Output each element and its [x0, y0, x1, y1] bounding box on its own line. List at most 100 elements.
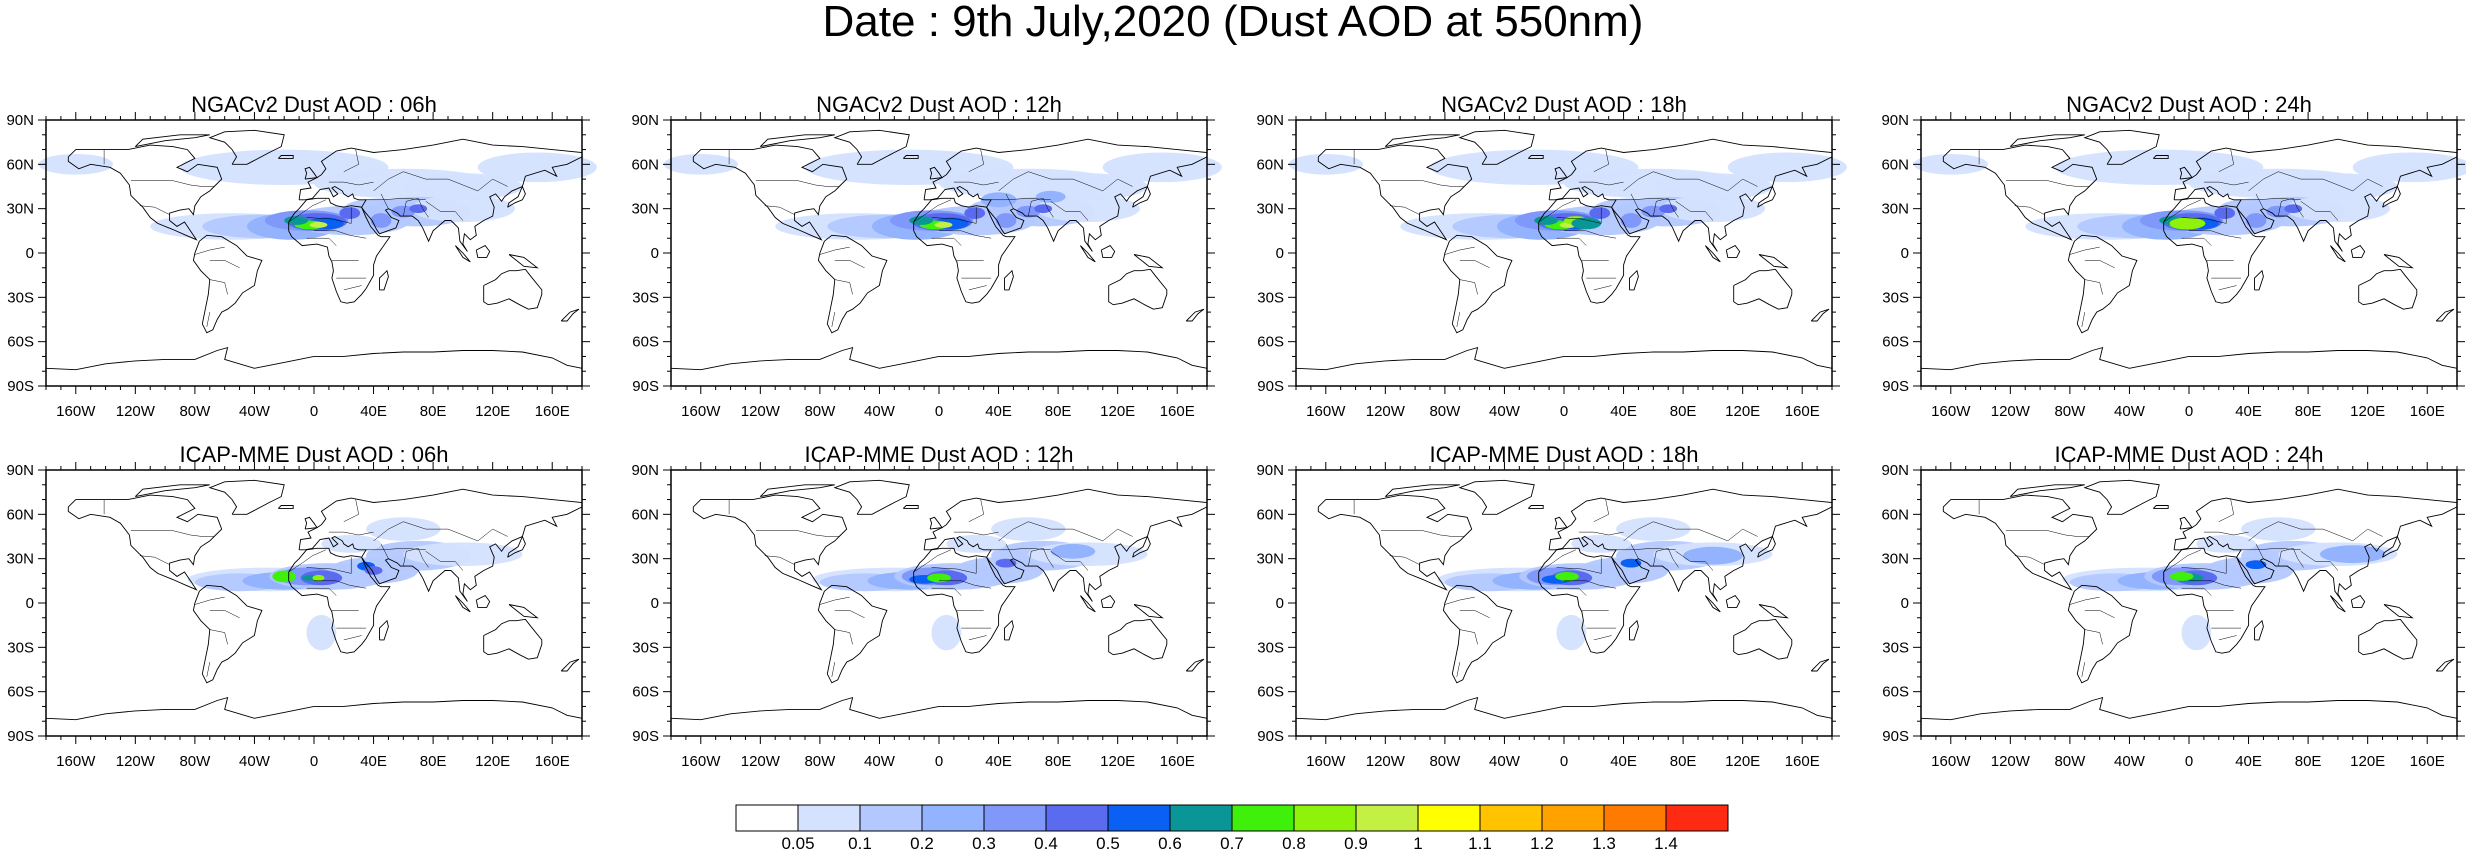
- lat-tick-label: 30S: [7, 289, 34, 306]
- country-borders: [728, 499, 1133, 677]
- lon-tick-label: 120W: [1991, 403, 2031, 420]
- aod-contour: [927, 573, 951, 583]
- aod-contour: [2284, 204, 2303, 214]
- lat-tick-label: 30S: [1882, 289, 1909, 306]
- lon-tick-label: 80E: [2295, 403, 2322, 420]
- lon-tick-label: 80E: [1670, 753, 1697, 770]
- lon-tick-label: 80W: [179, 753, 211, 770]
- map-panel: ICAP-MME Dust AOD : 12h 90N 60N 30N 0 30S 60S 9…: [625, 442, 1225, 772]
- coastlines: [45, 479, 583, 721]
- aod-contour: [934, 221, 953, 228]
- aod-contour: [1727, 152, 1847, 183]
- colorbar-legend: 0.05 0.1 0.2 0.3 0.4 0.5 0.6 0.7 0.8 0.9 1 1.1 1.2 1.…: [735, 804, 1729, 853]
- country-borders: [103, 149, 508, 327]
- aod-contour: [1035, 190, 1066, 203]
- lon-tick-label: 160E: [535, 753, 570, 770]
- aod-contour: [409, 204, 428, 214]
- aod-contour: [2214, 207, 2236, 219]
- map-panel: NGACv2 Dust AOD : 24h 90N 60N 30N 0 30S 60S 90S…: [1875, 92, 2466, 422]
- lon-tick-label: 120E: [475, 753, 510, 770]
- lon-tick-label: 160W: [56, 753, 96, 770]
- world-map: 90N 60N 30N 0 30S 60S 90S 160W 120W 80W 40W 0 40E 80E…: [1881, 112, 2466, 420]
- lon-tick-label: 160E: [1785, 753, 1820, 770]
- lon-tick-label: 40W: [864, 403, 896, 420]
- aod-contour: [1660, 195, 1765, 222]
- lon-tick-label: 80W: [2054, 753, 2086, 770]
- map-panel: NGACv2 Dust AOD : 12h 90N 60N 30N 0 30S 60S 90S…: [625, 92, 1225, 422]
- aod-contour: [1571, 217, 1602, 230]
- lat-tick-label: 90N: [1256, 462, 1284, 479]
- lat-tick-label: 0: [1901, 245, 1909, 262]
- lat-tick-label: 90S: [1257, 728, 1284, 745]
- colorbar-swatch: [859, 804, 923, 832]
- lat-tick-label: 90S: [1882, 378, 1909, 395]
- colorbar-swatch: [1107, 804, 1171, 832]
- aod-contour: [2245, 560, 2267, 569]
- country-borders: [1978, 499, 2383, 677]
- lon-tick-label: 120W: [116, 403, 156, 420]
- lat-tick-label: 90S: [632, 378, 659, 395]
- lat-tick-label: 60S: [632, 334, 659, 351]
- world-map: 90N 60N 30N 0 30S 60S 90S 160W 120W 80W 40W 0 40E 80E…: [631, 462, 1215, 770]
- lat-tick-label: 30N: [1881, 551, 1909, 568]
- lat-tick-label: 0: [1901, 595, 1909, 612]
- lat-tick-label: 30S: [1882, 639, 1909, 656]
- aod-contour: [1589, 207, 1611, 219]
- aod-contour: [964, 207, 986, 219]
- lon-tick-label: 120E: [2350, 403, 2385, 420]
- lat-tick-label: 90S: [7, 378, 34, 395]
- lat-tick-label: 60N: [631, 156, 659, 173]
- lat-tick-label: 60S: [1257, 334, 1284, 351]
- aod-contour: [410, 195, 515, 222]
- lat-tick-label: 30S: [1257, 639, 1284, 656]
- country-borders: [1353, 499, 1758, 677]
- colorbar-level-label: 1: [1413, 834, 1422, 853]
- aod-contour: [306, 614, 337, 651]
- country-borders: [1353, 149, 1758, 327]
- aod-contour: [339, 207, 361, 219]
- lon-tick-label: 160W: [1931, 403, 1971, 420]
- lon-tick-label: 0: [2185, 753, 2193, 770]
- aod-contour: [2196, 535, 2256, 553]
- lon-tick-label: 0: [310, 753, 318, 770]
- colorbar-level-label: 0.4: [1034, 834, 1058, 853]
- colorbar-level-label: 1.1: [1468, 834, 1492, 853]
- lon-tick-label: 80E: [1045, 753, 1072, 770]
- lon-tick-label: 120W: [1991, 753, 2031, 770]
- world-map: 90N 60N 30N 0 30S 60S 90S 160W 120W 80W 40W 0 40E 80E…: [6, 462, 590, 770]
- aod-contour: [284, 216, 308, 225]
- aod-contour: [946, 535, 1006, 553]
- lat-tick-label: 0: [1276, 245, 1284, 262]
- lat-tick-label: 30N: [1256, 201, 1284, 218]
- lon-tick-label: 160W: [1306, 753, 1346, 770]
- aod-contour: [1659, 204, 1678, 214]
- aod-contour: [2169, 572, 2194, 581]
- lon-tick-label: 120W: [116, 753, 156, 770]
- lat-tick-label: 0: [26, 245, 34, 262]
- lat-tick-label: 90N: [631, 112, 659, 129]
- lat-tick-label: 0: [1276, 595, 1284, 612]
- colorbar-level-label: 0.8: [1282, 834, 1306, 853]
- colorbar-swatch: [1169, 804, 1233, 832]
- lat-tick-label: 90N: [1256, 112, 1284, 129]
- lon-tick-label: 40W: [1489, 753, 1521, 770]
- colorbar-swatch: [735, 804, 799, 832]
- lon-tick-label: 80W: [179, 403, 211, 420]
- lon-tick-label: 40E: [360, 403, 387, 420]
- lon-tick-label: 80E: [1670, 403, 1697, 420]
- lon-tick-label: 160W: [681, 753, 721, 770]
- dust-aod-field: [38, 149, 597, 240]
- colorbar-swatch: [1541, 804, 1605, 832]
- aod-contour: [312, 574, 325, 581]
- aod-contour: [403, 173, 523, 200]
- lat-tick-label: 90S: [1882, 728, 1909, 745]
- world-map: 90N 60N 30N 0 30S 60S 90S 160W 120W 80W 40W 0 40E 80E…: [1256, 462, 1840, 770]
- lon-tick-label: 0: [935, 403, 943, 420]
- aod-contour: [1641, 205, 1666, 218]
- lat-tick-label: 60N: [6, 506, 34, 523]
- lat-tick-label: 30S: [632, 289, 659, 306]
- world-map: 90N 60N 30N 0 30S 60S 90S 160W 120W 80W 40W 0 40E 80E…: [6, 112, 597, 420]
- colorbar-swatch: [1355, 804, 1419, 832]
- lat-tick-label: 60N: [1256, 506, 1284, 523]
- coastlines: [1295, 129, 1833, 371]
